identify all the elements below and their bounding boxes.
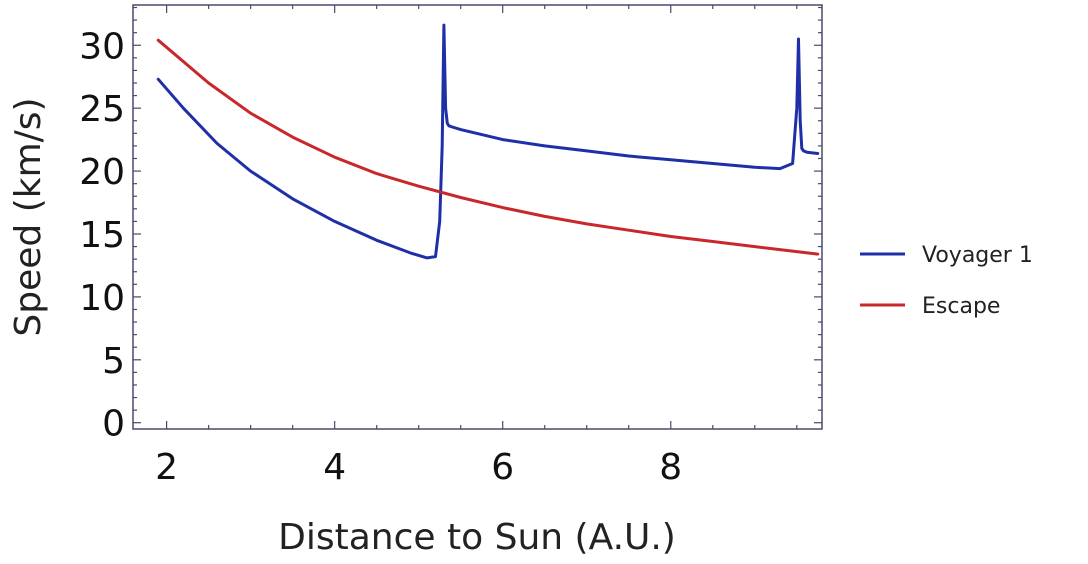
x-tick-label: 8 — [659, 447, 682, 488]
y-tick-label: 5 — [102, 341, 125, 382]
x-tick-label: 6 — [491, 447, 514, 488]
legend: Voyager 1 Escape — [860, 243, 1033, 319]
x-tick-label: 2 — [155, 447, 178, 488]
y-tick-label: 0 — [102, 404, 125, 445]
series-lines — [156, 23, 820, 260]
y-tick-label: 25 — [79, 89, 125, 130]
y-tick-label: 30 — [79, 26, 125, 67]
legend-label-escape: Escape — [922, 294, 1000, 319]
series-line-escape — [156, 38, 820, 256]
x-tick-label: 4 — [323, 447, 346, 488]
plot-frame — [132, 4, 823, 430]
series-line-voyager-1 — [156, 23, 820, 260]
axis-tick-labels: 2 4 6 8 0 5 10 15 20 25 30 — [79, 26, 682, 488]
legend-label-voyager-1: Voyager 1 — [922, 243, 1033, 268]
y-tick-label: 15 — [79, 215, 125, 256]
y-tick-label: 20 — [79, 152, 125, 193]
x-axis-title: Distance to Sun (A.U.) — [278, 517, 676, 558]
axis-ticks — [133, 5, 822, 429]
y-tick-label: 10 — [79, 278, 125, 319]
y-axis-title: Speed (km/s) — [8, 97, 49, 336]
